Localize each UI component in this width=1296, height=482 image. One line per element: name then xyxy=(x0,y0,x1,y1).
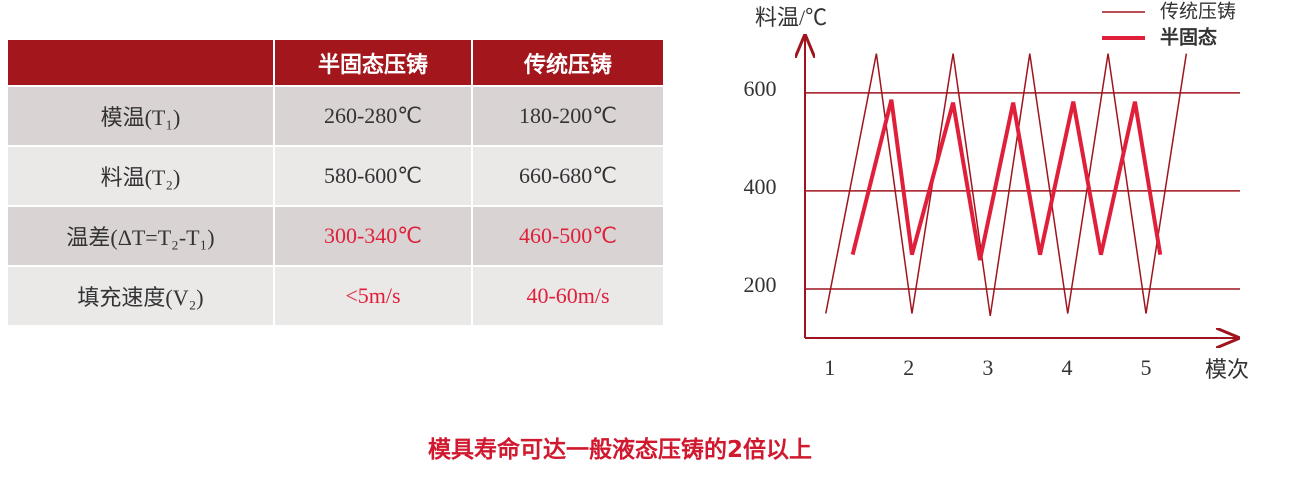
cell: 660-680℃ xyxy=(473,147,663,205)
cell: 温差(ΔT=T₂-T₁) xyxy=(8,207,273,265)
cell: <5m/s xyxy=(275,267,471,325)
x-tick-label: 3 xyxy=(982,355,993,380)
y-tick-label: 400 xyxy=(744,174,777,199)
header-row: 半固态压铸 传统压铸 xyxy=(8,40,663,85)
cell: 260-280℃ xyxy=(275,87,471,145)
cell: 460-500℃ xyxy=(473,207,663,265)
cell: 580-600℃ xyxy=(275,147,471,205)
cell: 180-200℃ xyxy=(473,87,663,145)
x-tick-label: 5 xyxy=(1141,355,1152,380)
cell: 料温(T₂) xyxy=(8,147,273,205)
row: 填充速度(V₂) <5m/s 40-60m/s xyxy=(8,267,663,325)
cell: 填充速度(V₂) xyxy=(8,267,273,325)
header-cell: 传统压铸 xyxy=(473,40,663,85)
cell: 40-60m/s xyxy=(473,267,663,325)
x-axis-label: 模次 xyxy=(1205,357,1249,382)
y-tick-label: 200 xyxy=(744,272,777,297)
legend-label: 传统压铸 xyxy=(1160,1,1236,23)
table: 半固态压铸 传统压铸 模温(T₁) 260-280℃ 180-200℃ 料温(T… xyxy=(8,40,663,327)
x-tick-label: 4 xyxy=(1061,355,1072,380)
row: 模温(T₁) 260-280℃ 180-200℃ xyxy=(8,87,663,145)
cell: 300-340℃ xyxy=(275,207,471,265)
row: 温差(ΔT=T₂-T₁) 300-340℃ 460-500℃ xyxy=(8,207,663,265)
header-cell: 半固态压铸 xyxy=(275,40,471,85)
caption: 模具寿命可达一般液态压铸的2倍以上 xyxy=(427,437,812,463)
cell: 模温(T₁) xyxy=(8,87,273,145)
y-tick-label: 600 xyxy=(744,76,777,101)
x-tick-label: 1 xyxy=(824,355,835,380)
y-axis-label: 料温/℃ xyxy=(755,5,827,30)
series-line xyxy=(850,99,1163,261)
header-cell xyxy=(8,40,273,85)
row: 料温(T₂) 580-600℃ 660-680℃ xyxy=(8,147,663,205)
series-line xyxy=(825,53,1188,317)
x-tick-label: 2 xyxy=(903,355,914,380)
legend-label: 半固态 xyxy=(1160,26,1217,49)
